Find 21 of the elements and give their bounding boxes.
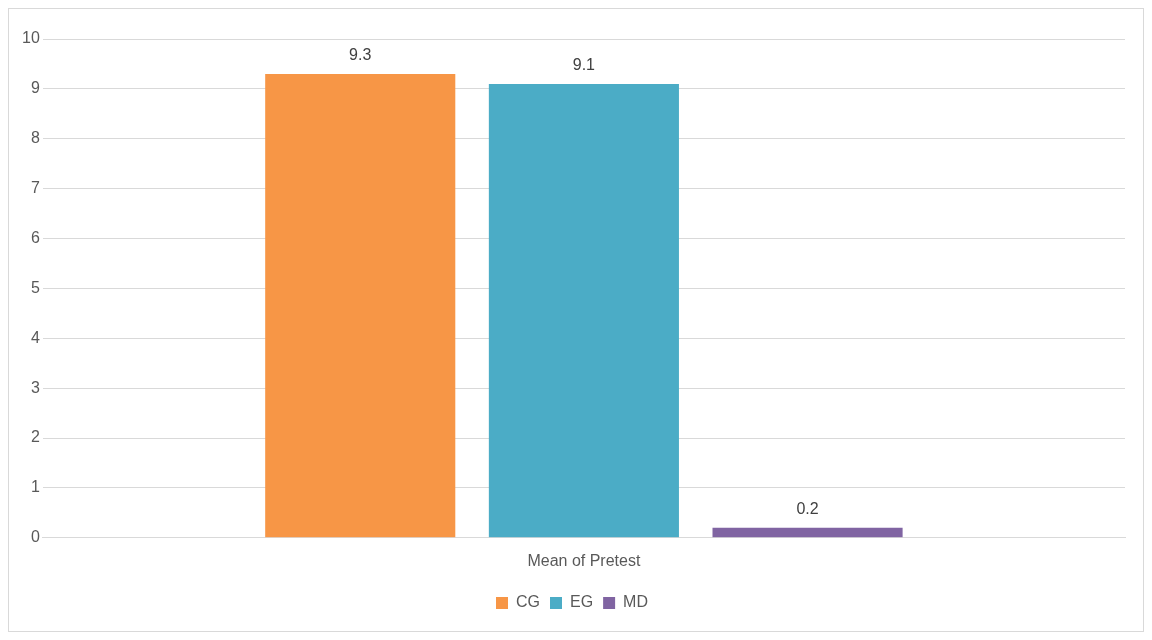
y-tick-label: 5 xyxy=(30,278,40,296)
data-label: 9.1 xyxy=(572,56,596,74)
y-tick-label: 8 xyxy=(30,129,40,147)
legend-label: CG xyxy=(516,593,540,611)
y-tick-label: 1 xyxy=(30,478,40,496)
y-tick-label: 9 xyxy=(30,79,40,97)
data-label: 9.3 xyxy=(349,46,372,64)
bar xyxy=(488,83,679,538)
y-tick-label: 10 xyxy=(22,29,40,47)
data-label: 0.2 xyxy=(796,500,819,518)
x-tick-label: Mean of Pretest xyxy=(527,551,641,569)
y-tick-label: 4 xyxy=(30,328,40,346)
y-tick-label: 0 xyxy=(30,528,40,546)
y-tick-label: 3 xyxy=(30,378,40,396)
y-tick-label: 7 xyxy=(30,179,40,197)
y-tick-label: 6 xyxy=(30,228,40,246)
legend-label: EG xyxy=(570,593,594,611)
bar xyxy=(265,73,456,538)
bar xyxy=(712,527,903,538)
y-tick-label: 2 xyxy=(30,428,40,446)
legend-label: MD xyxy=(623,593,649,611)
